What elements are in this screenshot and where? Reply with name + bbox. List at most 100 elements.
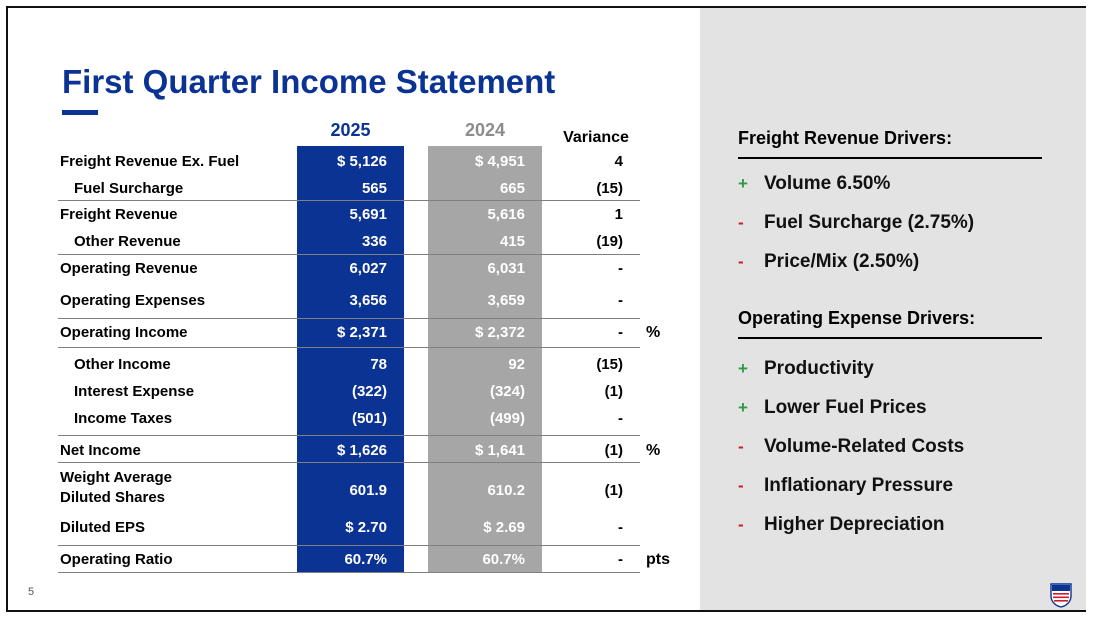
minus-icon: - (738, 515, 744, 534)
driver-text: Lower Fuel Prices (764, 397, 927, 418)
header-variance: Variance (563, 129, 629, 146)
value-2025: $ 2,371 (336, 324, 387, 341)
page-title: First Quarter Income Statement (62, 63, 556, 100)
driver-item: - Higher Depreciation (738, 513, 945, 537)
driver-item: - Fuel Surcharge (2.75%) (738, 211, 974, 235)
section-rule (738, 157, 1042, 159)
row-divider (58, 318, 640, 319)
value-2024: (499) (489, 410, 525, 427)
variance-unit: % (646, 442, 661, 459)
header-2025: 2025 (330, 120, 371, 140)
driver-item: + Productivity (738, 357, 874, 381)
table-row: Fuel Surcharge 565 665 (15) (8, 176, 688, 202)
value-2024: 665 (499, 180, 525, 197)
value-2025: $ 5,126 (336, 153, 387, 170)
value-2025: $ 2.70 (345, 519, 387, 536)
value-2024: 610.2 (487, 482, 525, 499)
row-label: Fuel Surcharge (74, 180, 184, 197)
value-2024: 415 (499, 233, 525, 250)
variance-unit: pts (646, 551, 670, 568)
row-label: Operating Expenses (60, 292, 206, 309)
driver-item: - Inflationary Pressure (738, 474, 953, 498)
value-2024: 60.7% (482, 551, 525, 568)
variance-value: 1 (614, 206, 623, 223)
row-label-multiline: Weight Average Diluted Shares (60, 468, 172, 508)
table-row: Other Income 78 92 (15) (8, 352, 688, 378)
row-label: Net Income (60, 442, 141, 459)
section-rule (738, 337, 1042, 339)
row-label: Operating Revenue (60, 260, 198, 277)
table-row: Diluted EPS $ 2.70 $ 2.69 - (8, 515, 688, 541)
table-row: Income Taxes (501) (499) - (8, 406, 688, 432)
table-row: Weight Average Diluted Shares 601.9 610.… (8, 465, 688, 511)
row-label: Freight Revenue Ex. Fuel (60, 153, 240, 170)
row-divider (58, 572, 640, 573)
row-label: Operating Ratio (60, 551, 173, 568)
value-2025: 565 (361, 180, 387, 197)
column-2024-background (428, 146, 542, 573)
driver-item: - Price/Mix (2.50%) (738, 250, 919, 274)
driver-text: Fuel Surcharge (2.75%) (764, 212, 975, 233)
row-divider (58, 435, 640, 436)
driver-item: + Volume 6.50% (738, 172, 890, 196)
value-2025: 601.9 (349, 482, 387, 499)
driver-text: Higher Depreciation (764, 514, 945, 535)
value-2025: $ 1,626 (336, 442, 387, 459)
value-2024: $ 2.69 (483, 519, 525, 536)
variance-value: 4 (614, 153, 623, 170)
row-label: Income Taxes (74, 410, 173, 427)
plus-icon: + (738, 398, 748, 417)
row-divider (58, 254, 640, 255)
value-2025: 336 (361, 233, 387, 250)
value-2024: (324) (489, 383, 525, 400)
row-label-line1: Weight Average (60, 469, 172, 486)
variance-value: - (618, 292, 623, 309)
driver-item: + Lower Fuel Prices (738, 396, 927, 420)
row-label: Operating Income (60, 324, 188, 341)
driver-text: Inflationary Pressure (764, 475, 954, 496)
driver-text: Volume-Related Costs (764, 436, 965, 457)
shield-logo-icon (1050, 583, 1072, 608)
row-label: Other Income (74, 356, 171, 373)
value-2024: 3,659 (487, 292, 525, 309)
row-divider (58, 462, 640, 463)
value-2024: 5,616 (487, 206, 525, 223)
table-row: Operating Ratio 60.7% 60.7% - pts (8, 547, 688, 573)
variance-value: (15) (596, 180, 623, 197)
row-label: Interest Expense (74, 383, 195, 400)
table-row: Net Income $ 1,626 $ 1,641 (1) % (8, 438, 688, 464)
slide-frame: First Quarter Income Statement 2025 2024… (6, 6, 1086, 612)
minus-icon: - (738, 476, 744, 495)
value-2024: $ 1,641 (474, 442, 525, 459)
variance-value: (1) (604, 482, 623, 499)
table-row: Freight Revenue 5,691 5,616 1 (8, 202, 688, 228)
variance-value: - (618, 410, 623, 427)
minus-icon: - (738, 213, 744, 232)
value-2025: 78 (370, 356, 387, 373)
variance-value: - (618, 324, 623, 341)
driver-text: Productivity (764, 358, 874, 379)
table-row: Operating Expenses 3,656 3,659 - (8, 288, 688, 314)
variance-value: - (618, 519, 623, 536)
row-label: Freight Revenue (60, 206, 178, 223)
driver-text: Volume 6.50% (764, 173, 891, 194)
drivers-panel (700, 8, 1086, 610)
page-number: 5 (28, 586, 35, 598)
expense-drivers-heading: Operating Expense Drivers: (738, 308, 976, 328)
title-accent-bar (62, 110, 98, 115)
value-2024: $ 2,372 (474, 324, 525, 341)
value-2025: 6,027 (349, 260, 387, 277)
column-2025-background (297, 146, 404, 573)
table-row: Operating Revenue 6,027 6,031 - (8, 256, 688, 282)
row-divider (58, 545, 640, 546)
driver-item: - Volume-Related Costs (738, 435, 964, 459)
variance-value: (19) (596, 233, 623, 250)
driver-text: Price/Mix (2.50%) (764, 251, 920, 272)
table-row: Operating Income $ 2,371 $ 2,372 - % (8, 320, 688, 346)
header-2024: 2024 (464, 120, 506, 140)
row-divider (58, 200, 640, 201)
table-row: Freight Revenue Ex. Fuel $ 5,126 $ 4,951… (8, 149, 688, 175)
value-2024: 92 (508, 356, 525, 373)
variance-value: (1) (604, 442, 623, 459)
variance-value: (1) (604, 383, 623, 400)
